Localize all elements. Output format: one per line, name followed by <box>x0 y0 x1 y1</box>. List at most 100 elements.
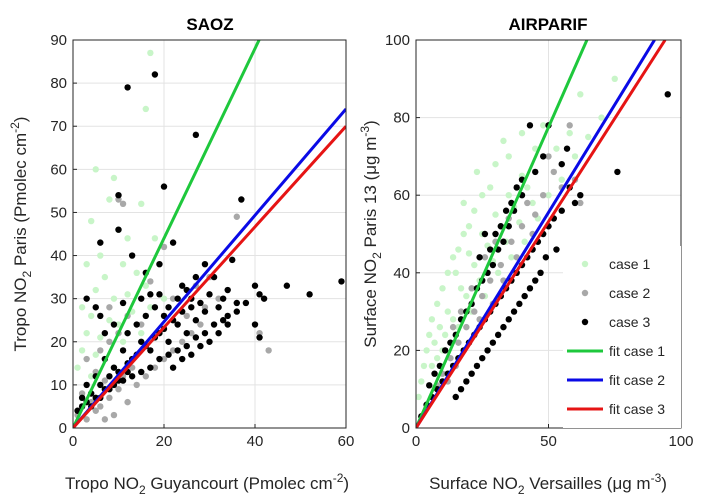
saoz-case-1-point <box>115 321 122 328</box>
saoz-case-1-point <box>138 200 145 208</box>
airparif-case-2-point <box>471 308 478 315</box>
saoz-case-3-point <box>128 252 136 259</box>
saoz-case-1-point <box>110 174 118 182</box>
airparif-case-3-point <box>516 300 523 308</box>
saoz-axes-box <box>72 39 347 429</box>
airparif-case-3-point <box>489 339 497 346</box>
saoz-case-3-point <box>283 282 291 289</box>
airparif-case-3-point <box>473 362 481 370</box>
airparif-case-1-point <box>471 261 478 269</box>
saoz-case-3-point <box>151 71 159 78</box>
saoz-case-2-point <box>233 213 240 220</box>
airparif-case-1-point <box>492 160 499 168</box>
airparif-case-2-point <box>524 199 531 207</box>
saoz-case-3-point <box>192 131 200 139</box>
saoz-case-2-point <box>169 295 177 302</box>
legend-case-3-label: case 3 <box>609 314 650 330</box>
airparif-case-3-point <box>497 223 504 230</box>
airparif-case-3-point <box>500 238 507 245</box>
saoz-panel: 0 20 40 60 0 10 20 30 40 50 60 70 80 90 SAOZ Tropo NO… <box>8 15 354 497</box>
airparif-case-1-point <box>416 393 422 401</box>
airparif-case-2-point <box>455 339 462 346</box>
saoz-case-1-point <box>106 317 113 324</box>
saoz-case-1-point <box>78 304 86 311</box>
saoz-case-3-point <box>183 329 190 337</box>
saoz-x-tick-label: 40 <box>247 433 264 450</box>
saoz-case-1-point <box>92 351 99 358</box>
saoz-case-2-point <box>106 394 113 402</box>
airparif-case-3-point <box>532 168 539 176</box>
saoz-case-3-point <box>242 299 250 307</box>
airparif-fit-case-3-line <box>416 40 667 428</box>
airparif-case-1-point <box>465 223 473 230</box>
saoz-case-1-point <box>147 49 154 57</box>
airparif-case-1-point <box>465 250 473 257</box>
saoz-case-3-point <box>224 286 231 294</box>
airparif-case-3-point <box>664 91 671 98</box>
airparif-case-2-point <box>518 223 526 230</box>
airparif-case-1-point <box>444 308 451 315</box>
airparif-case-1-point <box>505 192 512 199</box>
saoz-case-2-point <box>151 364 159 371</box>
saoz-case-3-point <box>119 347 127 354</box>
saoz-case-2-point <box>92 407 99 414</box>
airparif-x-tick-label: 0 <box>412 433 420 450</box>
saoz-case-1-point <box>106 196 113 203</box>
saoz-case-3-point <box>138 295 145 302</box>
airparif-y-tick-label: 60 <box>393 187 410 204</box>
saoz-case-3-point <box>224 312 231 320</box>
saoz-case-1-point <box>110 295 118 302</box>
airparif-case-1-point <box>434 300 441 308</box>
saoz-case-1-point <box>151 235 159 242</box>
saoz-x-tick-label: 0 <box>69 433 77 450</box>
airparif-y-tick-label: 20 <box>393 342 410 359</box>
airparif-case-1-point <box>449 316 457 323</box>
saoz-case-2-point <box>106 304 113 311</box>
legend-items: case 1 case 2 case 3 fit case 1 fit case 2 fi… <box>567 256 665 417</box>
saoz-case-2-point <box>124 398 131 406</box>
airparif-case-2-point <box>545 153 552 160</box>
airparif-case-2-point <box>532 211 539 218</box>
airparif-case-1-point <box>420 362 428 370</box>
airparif-y-tick-label: 100 <box>385 32 410 49</box>
saoz-y-tick-label: 40 <box>50 248 67 265</box>
saoz-y-tick-label: 60 <box>50 161 67 178</box>
airparif-case-2-point <box>457 308 465 315</box>
saoz-case-2-point <box>188 329 195 337</box>
airparif-x-tick-label: 50 <box>540 433 557 450</box>
saoz-case-3-point <box>256 291 263 298</box>
saoz-case-3-point <box>179 282 186 289</box>
airparif-y-axis-label: Surface NO2 Paris 13 (μg m-3) <box>358 120 384 347</box>
airparif-ticks: 0 50 100 0 20 40 60 80 100 <box>385 32 694 450</box>
saoz-case-2-point <box>97 403 104 410</box>
airparif-case-3-point <box>558 160 565 168</box>
airparif-case-1-point <box>463 292 470 300</box>
airparif-case-1-point <box>418 378 425 385</box>
saoz-case-1-point <box>101 273 109 281</box>
saoz-case-3-point <box>78 394 86 402</box>
saoz-case-3-point <box>169 239 177 246</box>
legend-fit-case-3-label: fit case 3 <box>609 401 665 417</box>
saoz-case-3-point <box>151 304 159 311</box>
saoz-case-1-point <box>119 338 127 345</box>
airparif-case-1-point <box>492 211 499 218</box>
airparif-case-1-point <box>441 331 449 339</box>
saoz-case-3-point <box>165 304 172 311</box>
saoz-case-3-point <box>192 334 200 341</box>
airparif-case-1-point <box>431 339 438 346</box>
airparif-y-tick-label: 80 <box>393 110 410 127</box>
airparif-case-1-point <box>439 285 446 292</box>
saoz-case-3-point <box>124 84 131 91</box>
saoz-case-3-point <box>115 226 122 233</box>
airparif-case-3-point <box>441 347 449 354</box>
legend-box <box>563 246 681 428</box>
saoz-case-3-point <box>192 273 200 281</box>
saoz-case-3-point <box>133 321 140 328</box>
saoz-case-3-point <box>233 299 240 307</box>
legend-case-1-label: case 1 <box>609 256 650 272</box>
saoz-case-1-point <box>78 347 86 354</box>
airparif-case-1-point <box>494 269 502 276</box>
saoz-case-3-point <box>179 355 186 363</box>
airparif-case-1-point <box>436 323 444 331</box>
airparif-case-1-point <box>452 269 459 276</box>
